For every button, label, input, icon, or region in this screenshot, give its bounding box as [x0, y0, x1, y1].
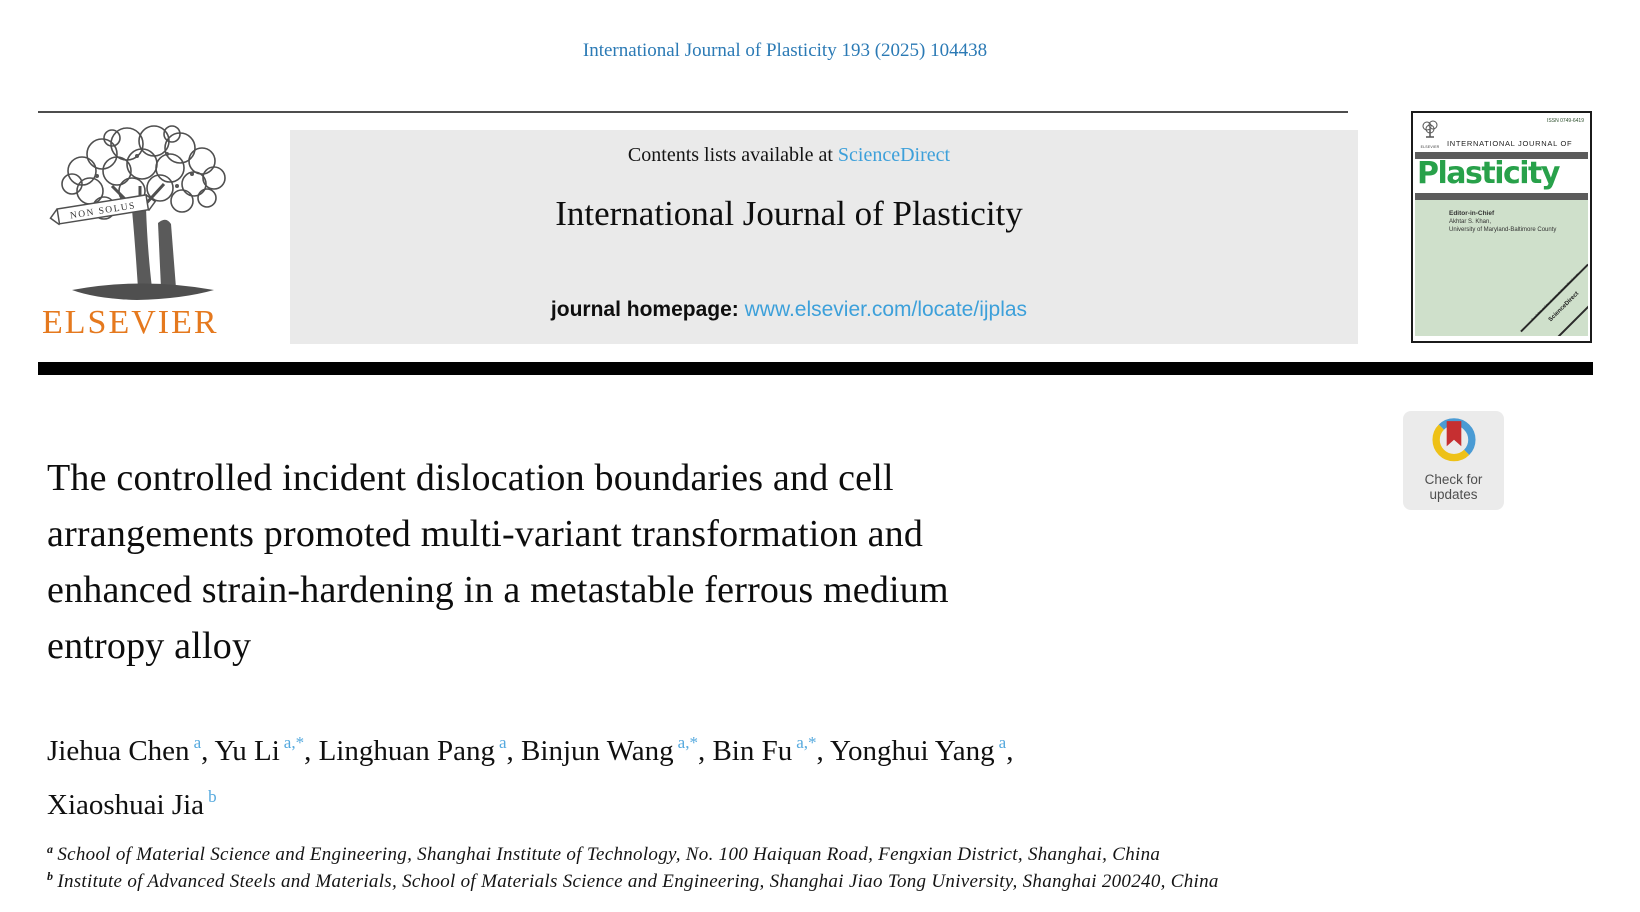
- author-superscript: a: [193, 733, 202, 752]
- journal-title: International Journal of Plasticity: [555, 194, 1023, 233]
- cover-bar-bottom: [1415, 193, 1588, 200]
- author-superscript: a,*: [283, 733, 305, 752]
- article-title-line: entropy alloy: [47, 625, 252, 667]
- journal-banner: Contents lists available at ScienceDirec…: [290, 130, 1358, 344]
- author-superscript: b: [208, 787, 217, 806]
- author-superscript: a: [998, 733, 1007, 752]
- homepage-line: journal homepage: www.elsevier.com/locat…: [290, 298, 1288, 322]
- author-separator: ,: [1006, 735, 1014, 767]
- author-name: Bin Fu: [712, 735, 793, 767]
- homepage-url-link[interactable]: www.elsevier.com/locate/ijplas: [744, 298, 1028, 321]
- author-name: Jiehua Chen: [47, 735, 190, 767]
- author-separator: ,: [697, 735, 713, 767]
- header-black-bar: [38, 362, 1593, 375]
- affiliation-superscript: a: [47, 842, 54, 856]
- author-superscript: a: [499, 733, 507, 752]
- top-divider: [38, 111, 1348, 113]
- article-title: The controlled incident dislocation boun…: [47, 450, 1287, 674]
- affiliation-line: b Institute of Advanced Steels and Materi…: [47, 869, 1497, 896]
- author-name: Linghuan Pang: [318, 735, 495, 767]
- cover-issn: ISSN 0749-6419: [1547, 118, 1584, 124]
- affiliation-line: a School of Material Science and Engineer…: [47, 842, 1497, 869]
- editor-label: Editor-in-Chief: [1449, 210, 1495, 217]
- article-title-line: arrangements promoted multi-variant tran…: [47, 513, 924, 555]
- author-line: Jiehua Chen a, Yu Li a,*, Linghuan Pang a, …: [47, 726, 1447, 780]
- cover-title: Plasticity: [1417, 156, 1560, 191]
- editor-affiliation: University of Maryland-Baltimore County: [1449, 227, 1557, 233]
- article-title-line: The controlled incident dislocation boun…: [47, 457, 894, 499]
- mini-tree-icon: [1422, 120, 1438, 138]
- homepage-label: journal homepage:: [550, 298, 745, 321]
- author-name: Binjun Wang: [521, 735, 674, 767]
- cover-editor-block: Editor-in-Chief Akhtar S. Khan, Universi…: [1449, 210, 1556, 234]
- cover-body: Editor-in-Chief Akhtar S. Khan, Universi…: [1415, 200, 1588, 336]
- cover-elsevier-mini-logo: ELSEVIER: [1418, 120, 1442, 150]
- cover-bar-top: [1415, 152, 1588, 159]
- author-line: Xiaoshuai Jia b: [47, 780, 1447, 834]
- contents-prefix: Contents lists available at: [627, 144, 838, 166]
- author-name: Xiaoshuai Jia: [47, 789, 205, 821]
- affiliation-text: School of Material Science and Engineeri…: [57, 844, 1161, 865]
- check-for-updates-badge[interactable]: Check for updates: [1403, 411, 1504, 510]
- mini-elsevier-label: ELSEVIER: [1420, 145, 1440, 149]
- affiliation-list: a School of Material Science and Engineer…: [47, 842, 1497, 896]
- journal-citation: International Journal of Plasticity 193 …: [582, 40, 988, 61]
- elsevier-wordmark: ELSEVIER: [42, 304, 219, 341]
- author-separator: ,: [304, 735, 319, 767]
- author-list: Jiehua Chen a, Yu Li a,*, Linghuan Pang a, …: [47, 726, 1447, 834]
- affiliation-superscript: b: [47, 869, 54, 883]
- article-title-line: enhanced strain-hardening in a metastabl…: [47, 569, 949, 611]
- crossmark-icon: [1431, 418, 1476, 462]
- badge-line1: Check for: [1424, 472, 1483, 487]
- badge-line2: updates: [1429, 487, 1478, 502]
- elsevier-logo: NON SOLUS ELSEVIER: [42, 116, 242, 346]
- author-superscript: a,*: [796, 733, 817, 752]
- journal-cover-thumbnail: ISSN 0749-6419 ELSEVIER INTERNATIONAL JO…: [1411, 111, 1592, 343]
- author-separator: ,: [816, 735, 830, 767]
- author-name: Yu Li: [214, 735, 280, 767]
- editor-name: Akhtar S. Khan,: [1449, 219, 1492, 225]
- author-separator: ,: [201, 735, 215, 767]
- elsevier-tree-icon: NON SOLUS: [49, 125, 226, 300]
- author-separator: ,: [506, 735, 522, 767]
- cover-kicker: INTERNATIONAL JOURNAL OF: [1447, 139, 1573, 148]
- contents-line: Contents lists available at ScienceDirec…: [290, 144, 1288, 167]
- sciencedirect-link[interactable]: ScienceDirect: [837, 144, 951, 166]
- affiliation-text: Institute of Advanced Steels and Materia…: [57, 871, 1219, 892]
- author-superscript: a,*: [677, 733, 698, 752]
- author-name: Yonghui Yang: [829, 735, 995, 767]
